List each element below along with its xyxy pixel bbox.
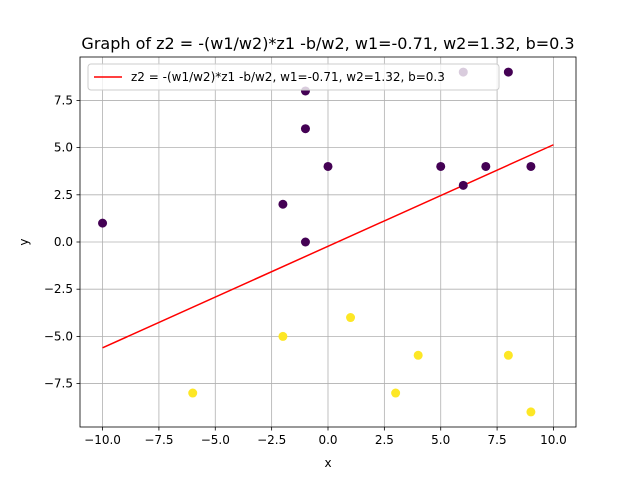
scatter-point-class-1 [346, 313, 356, 323]
y-tick-label: −5.0 [44, 329, 73, 343]
y-tick-label: −7.5 [44, 377, 73, 391]
y-tick-label: 2.5 [54, 188, 73, 202]
scatter-point-class-0 [98, 218, 108, 228]
legend-box [87, 63, 500, 91]
x-axis-ticks: −10.0 −7.5 −5.0 −2.5 0.0 2.5 5.0 7.5 10.0 [84, 427, 567, 447]
scatter-point-class-0 [300, 237, 310, 247]
x-tick-label: −5.0 [201, 433, 230, 447]
scatter-point-class-0 [481, 161, 491, 171]
scatter-point-class-1 [391, 388, 401, 398]
x-axis-label: x [324, 456, 331, 470]
scatter-point-class-0 [503, 67, 513, 77]
y-axis-label: y [17, 238, 31, 245]
scatter-point-class-1 [526, 407, 536, 417]
legend: z2 = -(w1/w2)*z1 -b/w2, w1=-0.71, w2=1.3… [87, 63, 500, 91]
points-layer [98, 67, 536, 417]
y-tick-label: 7.5 [54, 93, 73, 107]
scatter-point-class-1 [278, 331, 288, 341]
y-tick-label: 5.0 [54, 141, 73, 155]
legend-label: z2 = -(w1/w2)*z1 -b/w2, w1=-0.71, w2=1.3… [131, 70, 445, 84]
y-axis-ticks: −7.5 −5.0 −2.5 0.0 2.5 5.0 7.5 [44, 93, 80, 391]
x-tick-label: −7.5 [144, 433, 173, 447]
scatter-point-class-0 [278, 199, 288, 209]
grid [80, 57, 576, 427]
scatter-point-class-1 [188, 388, 198, 398]
x-tick-label: 5.0 [431, 433, 450, 447]
scatter-point-class-1 [413, 350, 423, 360]
decision-boundary-line [102, 144, 554, 349]
series-layer [102, 144, 554, 349]
scatter-point-class-0 [458, 180, 468, 190]
scatter-point-class-0 [300, 124, 310, 134]
y-tick-label: 0.0 [54, 235, 73, 249]
scatter-point-class-0 [436, 161, 446, 171]
y-tick-label: −2.5 [44, 282, 73, 296]
x-tick-label: 10.0 [540, 433, 567, 447]
x-tick-label: −10.0 [84, 433, 121, 447]
scatter-point-class-0 [526, 161, 536, 171]
scatter-point-class-0 [323, 161, 333, 171]
x-tick-label: 0.0 [318, 433, 337, 447]
x-tick-label: 2.5 [375, 433, 394, 447]
x-tick-label: −2.5 [257, 433, 286, 447]
chart-title: Graph of z2 = -(w1/w2)*z1 -b/w2, w1=-0.7… [81, 34, 574, 53]
x-tick-label: 7.5 [488, 433, 507, 447]
scatter-point-class-1 [503, 350, 513, 360]
